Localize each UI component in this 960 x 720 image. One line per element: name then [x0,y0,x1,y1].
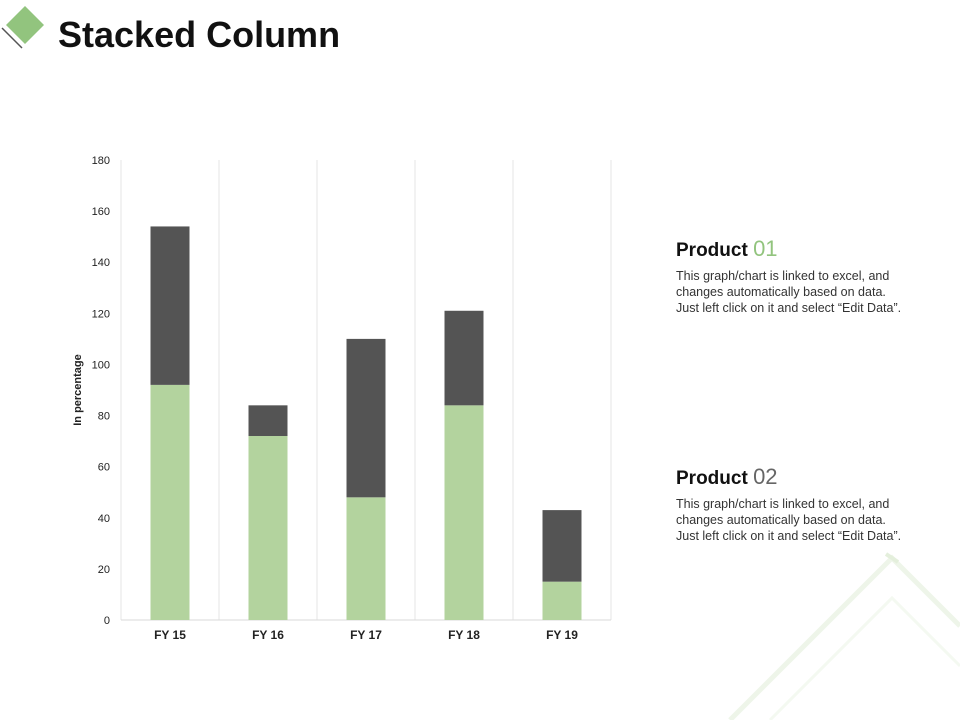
bar-segment-series-2 [150,226,190,385]
x-tick-label: FY 17 [350,628,382,642]
y-axis-ticks: 0 20 40 60 80 100 120 140 160 180 [92,155,110,627]
product-01-description: This graph/chart is linked to excel, and… [676,269,902,315]
product-02-number: 02 [753,464,778,489]
y-tick-label: 20 [98,564,110,576]
y-tick-label: 80 [98,411,110,423]
bar-segment-series-1 [542,581,582,620]
y-tick-label: 40 [98,513,110,525]
x-tick-label: FY 15 [154,628,186,642]
product-01-number: 01 [753,236,778,261]
diamond-logo-icon [1,6,44,49]
x-axis-ticks: FY 15 FY 16 FY 17 FY 18 FY 19 [154,628,578,642]
y-tick-label: 140 [92,257,110,269]
y-tick-label: 60 [98,462,110,474]
y-tick-label: 160 [92,206,110,218]
bar-segment-series-2 [542,510,582,582]
y-axis-label: In percentage [72,354,84,426]
bar-segment-series-1 [150,384,190,620]
product-01-label: Product [676,240,748,261]
bar-segment-series-2 [444,310,484,406]
chart-grid [120,160,612,621]
y-tick-label: 120 [92,308,110,320]
bar-segment-series-1 [346,497,386,620]
y-tick-label: 100 [92,359,110,371]
product-02-description: This graph/chart is linked to excel, and… [676,497,902,543]
page-title: Stacked Column [58,14,341,55]
y-tick-label: 0 [104,615,110,627]
bar-segment-series-1 [444,405,484,620]
product-02-heading: Product 02 [676,466,906,490]
bar-segment-series-2 [346,338,386,498]
bar-segment-series-1 [248,436,288,620]
stacked-column-chart: 0 20 40 60 80 100 120 140 160 180 FY 15 FY 16 FY 17… [72,155,612,642]
product-01-block: Product 01 This graph/chart is linked to… [676,238,906,316]
x-tick-label: FY 19 [546,628,578,642]
bar-segment-series-2 [248,405,288,436]
product-01-heading: Product 01 [676,238,906,262]
x-tick-label: FY 18 [448,628,480,642]
x-tick-label: FY 16 [252,628,284,642]
product-02-label: Product [676,468,748,489]
chart-bars [150,226,582,620]
y-tick-label: 180 [92,155,110,167]
product-02-block: Product 02 This graph/chart is linked to… [676,466,906,544]
